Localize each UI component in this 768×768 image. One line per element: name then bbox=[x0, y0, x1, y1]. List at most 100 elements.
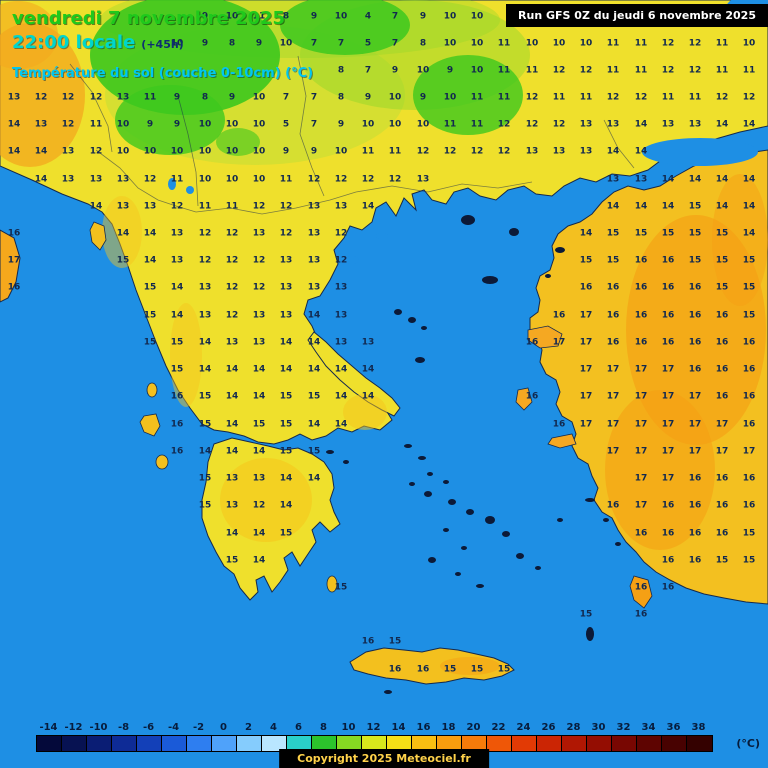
temp-value: 10 bbox=[443, 92, 457, 103]
temp-value: 14 bbox=[279, 473, 293, 484]
temp-value: 9 bbox=[310, 146, 318, 157]
temp-value: 12 bbox=[143, 174, 157, 185]
temp-value: 12 bbox=[279, 201, 293, 212]
temp-value: 10 bbox=[170, 146, 184, 157]
temp-value: 16 bbox=[661, 282, 675, 293]
temp-value: 15 bbox=[143, 310, 157, 321]
temp-value: 12 bbox=[334, 228, 348, 239]
temp-value: 15 bbox=[279, 528, 293, 539]
temp-value: 15 bbox=[225, 555, 239, 566]
temp-value: 16 bbox=[715, 391, 729, 402]
temp-value: 14 bbox=[361, 391, 375, 402]
temp-value: 13 bbox=[279, 282, 293, 293]
temp-value: 17 bbox=[742, 446, 756, 457]
temp-value: 13 bbox=[225, 473, 239, 484]
temp-value: 16 bbox=[742, 337, 756, 348]
temp-value: 14 bbox=[279, 364, 293, 375]
temp-value: 13 bbox=[198, 282, 212, 293]
colorbar-tick-label: -10 bbox=[89, 722, 108, 733]
temp-value: 17 bbox=[688, 391, 702, 402]
euboea-island bbox=[307, 331, 401, 417]
temp-value: 14 bbox=[307, 364, 321, 375]
temp-value: 14 bbox=[661, 201, 675, 212]
temp-value: 14 bbox=[89, 201, 103, 212]
temp-value: 16 bbox=[661, 500, 675, 511]
temp-value: 10 bbox=[742, 38, 756, 49]
temp-value: 16 bbox=[552, 419, 566, 430]
temp-value: 9 bbox=[201, 38, 209, 49]
temp-value: 14 bbox=[307, 337, 321, 348]
temp-value: 10 bbox=[470, 11, 484, 22]
temp-value: 11 bbox=[525, 65, 539, 76]
temp-value: 13 bbox=[279, 255, 293, 266]
temp-value: 15 bbox=[307, 446, 321, 457]
temp-value: 12 bbox=[443, 146, 457, 157]
temp-value: 12 bbox=[225, 228, 239, 239]
temp-value: 16 bbox=[634, 282, 648, 293]
temp-value: 11 bbox=[89, 119, 103, 130]
temp-value: 14 bbox=[252, 364, 266, 375]
colorbar-cell bbox=[237, 736, 262, 751]
italy-coast-strip bbox=[0, 229, 21, 303]
temp-value: 12 bbox=[715, 92, 729, 103]
temp-value: 10 bbox=[388, 119, 402, 130]
colorbar-cell bbox=[262, 736, 287, 751]
temp-value: 17 bbox=[661, 391, 675, 402]
temp-value: 15 bbox=[198, 500, 212, 511]
temp-value: 11 bbox=[170, 174, 184, 185]
temp-value: 15 bbox=[116, 255, 130, 266]
temp-value: 9 bbox=[391, 65, 399, 76]
colorbar-labels: -14 -12 -10 -8 -6 -4 -2 0 2 4 6 8 10 12 14 16 18 20 22 24 26… bbox=[36, 722, 713, 733]
temp-value: 13 bbox=[252, 473, 266, 484]
temp-value: 17 bbox=[688, 446, 702, 457]
temp-value: 11 bbox=[606, 38, 620, 49]
temp-value: 10 bbox=[143, 146, 157, 157]
temp-value: 13 bbox=[116, 174, 130, 185]
chios-island bbox=[515, 387, 533, 411]
colorbar-cell bbox=[587, 736, 612, 751]
temp-value: 13 bbox=[225, 337, 239, 348]
temp-value: 14 bbox=[198, 337, 212, 348]
temp-value: 10 bbox=[116, 146, 130, 157]
lefkada-island bbox=[146, 382, 158, 398]
temp-value: 14 bbox=[279, 500, 293, 511]
temp-value: 11 bbox=[552, 92, 566, 103]
temp-value: 14 bbox=[198, 446, 212, 457]
temp-value: 16 bbox=[715, 364, 729, 375]
colorbar-tick-label: 0 bbox=[220, 722, 227, 733]
temp-value: 8 bbox=[337, 65, 345, 76]
colorbar-tick-label: 12 bbox=[366, 722, 381, 733]
colorbar-tick-label: 30 bbox=[591, 722, 606, 733]
colorbar-cell bbox=[337, 736, 362, 751]
temp-value: 14 bbox=[143, 255, 157, 266]
temp-value: 15 bbox=[742, 528, 756, 539]
temp-value: 14 bbox=[225, 446, 239, 457]
temp-value: 10 bbox=[470, 65, 484, 76]
temp-value: 12 bbox=[661, 65, 675, 76]
temp-value: 12 bbox=[252, 255, 266, 266]
colorbar-cell bbox=[687, 736, 712, 751]
temp-value: 9 bbox=[228, 92, 236, 103]
temp-value: 16 bbox=[7, 282, 21, 293]
lesbos-island bbox=[527, 325, 563, 349]
temp-value: 17 bbox=[579, 364, 593, 375]
temp-value: 14 bbox=[579, 228, 593, 239]
country-borders bbox=[69, 55, 635, 215]
temp-value: 15 bbox=[688, 201, 702, 212]
temp-value: 16 bbox=[661, 337, 675, 348]
temp-value: 12 bbox=[688, 38, 702, 49]
temp-value: 14 bbox=[116, 228, 130, 239]
temp-value: 5 bbox=[364, 38, 372, 49]
temp-value: 9 bbox=[419, 11, 427, 22]
temp-value: 16 bbox=[742, 473, 756, 484]
temp-value: 17 bbox=[634, 419, 648, 430]
temp-value: 17 bbox=[661, 473, 675, 484]
temp-value: 15 bbox=[388, 636, 402, 647]
temp-value: 14 bbox=[307, 473, 321, 484]
colorbar-cell bbox=[187, 736, 212, 751]
temp-value: 12 bbox=[606, 92, 620, 103]
temp-value: 16 bbox=[715, 337, 729, 348]
temp-value: 15 bbox=[742, 255, 756, 266]
